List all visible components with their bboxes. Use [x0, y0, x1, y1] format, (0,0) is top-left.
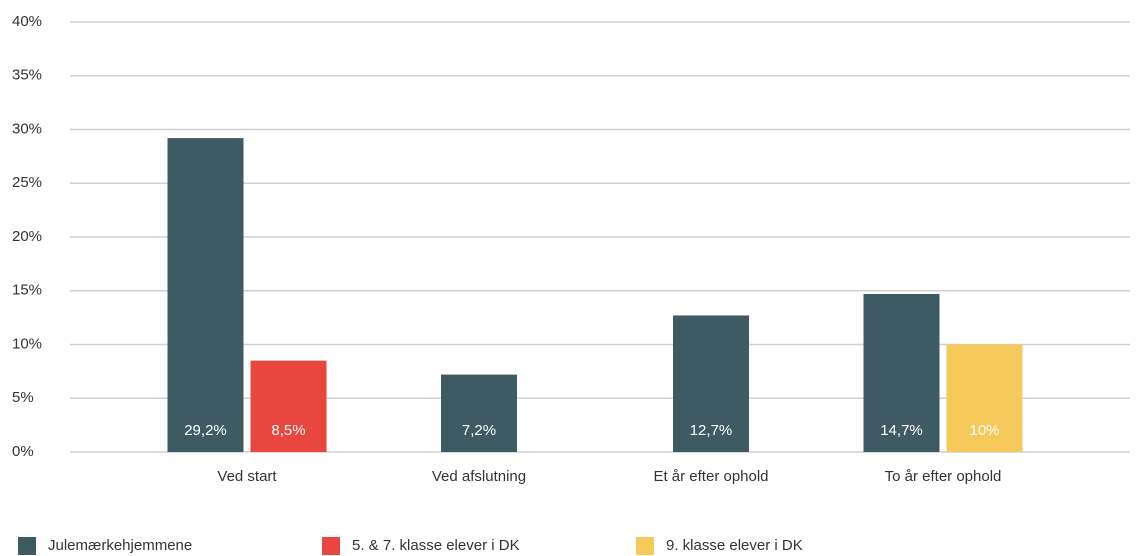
y-tick-label: 5% — [12, 389, 34, 406]
legend-swatch — [322, 537, 340, 555]
y-tick-label: 30% — [12, 120, 42, 137]
y-tick-label: 20% — [12, 228, 42, 245]
value-label: 12,7% — [690, 422, 733, 439]
bar — [863, 293, 940, 452]
legend-label: 5. & 7. klasse elever i DK — [352, 537, 520, 554]
legend-swatch — [18, 537, 36, 555]
bar — [673, 315, 749, 452]
x-tick-label: Et år efter ophold — [653, 468, 768, 485]
x-tick-label: To år efter ophold — [885, 468, 1002, 485]
value-label: 29,2% — [184, 422, 227, 439]
y-tick-label: 25% — [12, 174, 42, 191]
y-tick-label: 35% — [12, 67, 42, 84]
x-tick-label: Ved afslutning — [432, 468, 526, 485]
value-label: 14,7% — [880, 422, 923, 439]
y-tick-label: 0% — [12, 443, 34, 460]
bar — [250, 360, 327, 452]
value-label: 8,5% — [271, 422, 305, 439]
y-tick-label: 15% — [12, 282, 42, 299]
legend-swatch — [636, 537, 654, 555]
bar — [441, 374, 517, 452]
legend-label: 9. klasse elever i DK — [666, 537, 803, 554]
bar — [946, 344, 1023, 452]
legend-label: Julemærkehjemmene — [48, 537, 192, 554]
bar — [167, 138, 244, 452]
y-tick-label: 40% — [12, 13, 42, 30]
value-label: 10% — [969, 422, 999, 439]
y-tick-label: 10% — [12, 335, 42, 352]
value-label: 7,2% — [462, 422, 496, 439]
x-tick-label: Ved start — [217, 468, 277, 485]
